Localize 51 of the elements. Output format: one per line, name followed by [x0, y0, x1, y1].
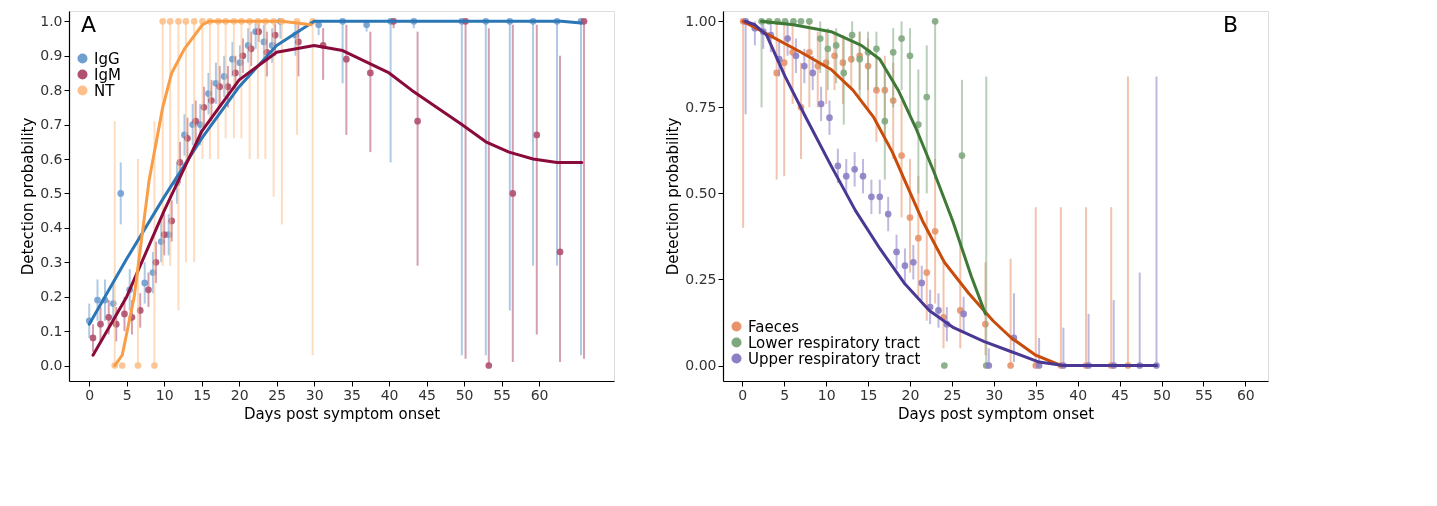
- x-tick-label: 35: [343, 386, 362, 403]
- x-tick-label: 40: [1069, 386, 1088, 403]
- y-tick-label: 0.6: [40, 150, 63, 167]
- x-tick-label: 55: [493, 386, 511, 403]
- x-tick-label: 25: [268, 386, 287, 403]
- y-tick-label: 0.4: [40, 219, 63, 236]
- x-tick-label: 10: [155, 386, 174, 403]
- x-tick-label: 55: [1195, 386, 1213, 403]
- y-tick-label: 0.2: [40, 288, 63, 305]
- y-tick-label: 0.25: [685, 270, 717, 287]
- x-tick-label: 20: [901, 386, 920, 403]
- y-tick-label: 0.8: [40, 81, 63, 98]
- x-tick-label: 10: [817, 386, 836, 403]
- legend-label: Lower respiratory tract: [748, 333, 920, 352]
- legend-label: IgG: [94, 49, 120, 68]
- y-tick-label: 0.7: [40, 116, 63, 133]
- x-tick-label: 15: [859, 386, 878, 403]
- x-tick-label: 35: [1027, 386, 1046, 403]
- x-tick-label: 50: [455, 386, 474, 403]
- x-axis-title: Days post symptom onset: [897, 404, 1095, 423]
- y-tick-label: 0.1: [40, 322, 63, 339]
- annotation: B: [1222, 12, 1238, 37]
- x-tick-label: 40: [380, 386, 399, 403]
- x-tick-label: 0: [738, 386, 748, 403]
- y-axis-title: Detection probability: [664, 117, 683, 276]
- annotation: A: [81, 12, 97, 37]
- y-tick-label: 0.75: [685, 98, 717, 115]
- legend-label: Faeces: [748, 317, 800, 336]
- x-tick-label: 5: [122, 386, 132, 403]
- x-tick-label: 25: [943, 386, 962, 403]
- x-tick-label: 20: [230, 386, 249, 403]
- y-axis-title: Detection probability: [19, 117, 38, 276]
- x-tick-label: 15: [193, 386, 212, 403]
- x-tick-label: 50: [1153, 386, 1171, 403]
- y-tick-label: 1.00: [685, 12, 717, 29]
- x-tick-label: 30: [985, 386, 1004, 403]
- x-tick-label: 0: [85, 386, 95, 403]
- x-axis-title: Days post symptom onset: [243, 404, 441, 423]
- x-tick-label: 60: [530, 386, 549, 403]
- y-tick-label: 0.5: [40, 184, 63, 201]
- x-tick-label: 45: [1111, 386, 1130, 403]
- y-tick-label: 0.0: [40, 357, 63, 374]
- x-tick-label: 60: [1236, 386, 1255, 403]
- x-tick-label: 30: [305, 386, 324, 403]
- y-tick-label: 0.3: [40, 253, 63, 270]
- y-tick-label: 0.9: [40, 47, 63, 64]
- y-tick-label: 0.00: [685, 357, 717, 374]
- x-tick-label: 5: [780, 386, 790, 403]
- x-tick-label: 45: [418, 386, 436, 403]
- y-tick-label: 0.50: [685, 184, 717, 201]
- y-tick-label: 1.0: [40, 12, 63, 29]
